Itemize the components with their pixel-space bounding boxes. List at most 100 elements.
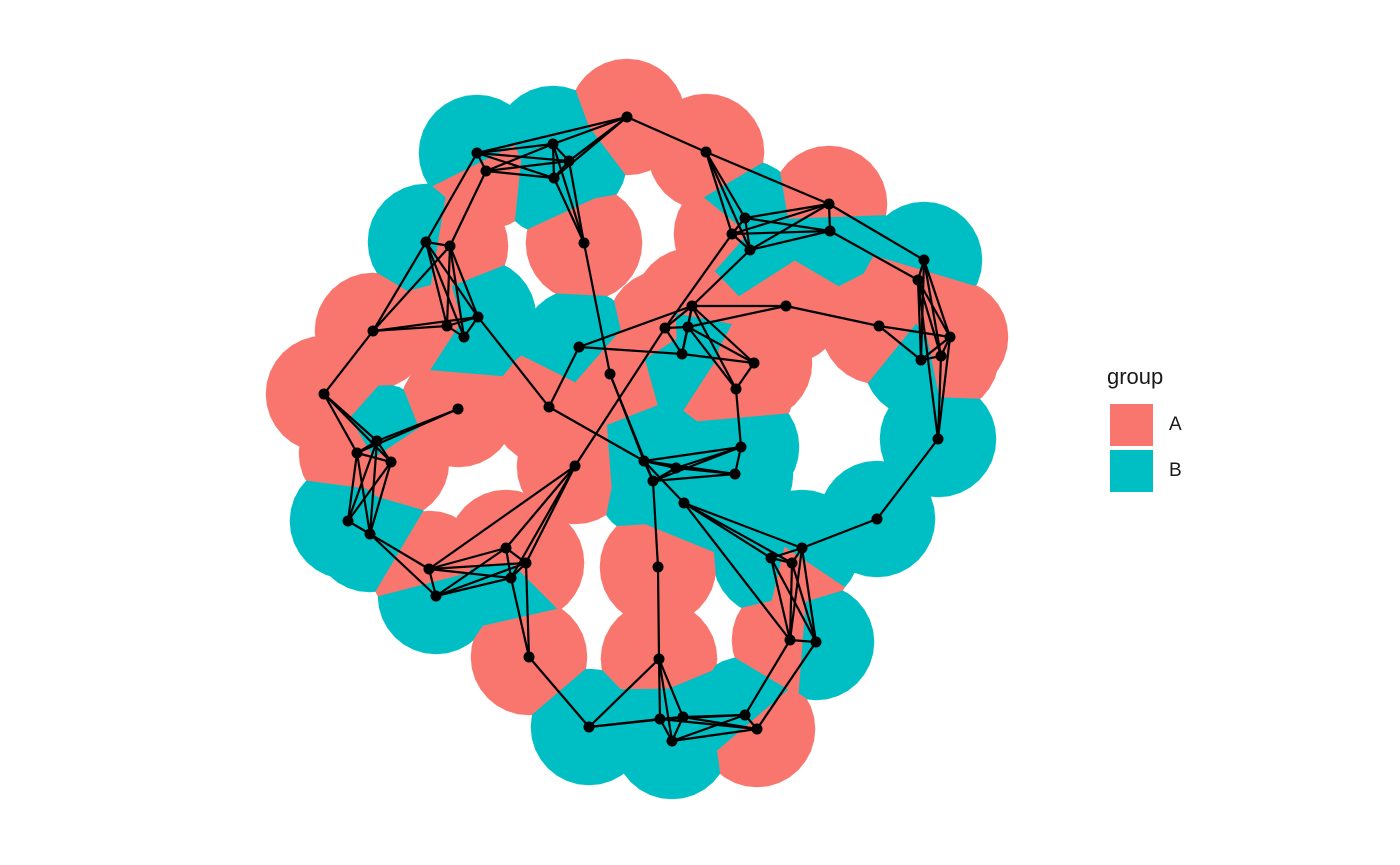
- edge: [788, 562, 794, 641]
- edge: [916, 279, 943, 357]
- edge: [683, 502, 791, 641]
- node: [472, 311, 484, 323]
- edge: [356, 451, 392, 464]
- node: [871, 513, 883, 525]
- node: [458, 331, 470, 343]
- edge: [323, 393, 392, 463]
- legend-key-a: [1110, 404, 1153, 446]
- edge: [878, 324, 951, 339]
- edge: [769, 557, 792, 641]
- cell-b: [530, 668, 628, 786]
- node: [654, 713, 666, 725]
- node: [796, 542, 808, 554]
- edge: [553, 177, 585, 244]
- node: [547, 138, 559, 150]
- edge: [744, 639, 791, 716]
- cell-b: [418, 94, 515, 187]
- edge: [476, 151, 570, 163]
- node: [670, 462, 682, 474]
- edge: [425, 241, 479, 318]
- edge: [691, 305, 755, 364]
- edge: [770, 557, 817, 643]
- legend-label-a: A: [1169, 414, 1182, 435]
- edge: [657, 658, 662, 720]
- edge: [878, 325, 922, 361]
- edge: [355, 452, 372, 535]
- edge: [424, 241, 449, 327]
- legend-item-a: A: [1107, 402, 1182, 448]
- node: [873, 320, 885, 332]
- edge: [749, 203, 830, 251]
- node: [420, 236, 432, 248]
- edge: [425, 152, 478, 243]
- edge: [428, 561, 527, 571]
- legend-item-b: B: [1107, 448, 1182, 494]
- node: [563, 155, 575, 167]
- node: [364, 528, 376, 540]
- node: [744, 244, 756, 256]
- edge: [548, 346, 580, 408]
- edge: [671, 727, 758, 743]
- edge: [372, 241, 427, 332]
- voronoi-cells: [265, 58, 1009, 800]
- edge: [675, 466, 736, 476]
- node: [780, 300, 792, 312]
- node: [915, 354, 927, 366]
- edge: [578, 345, 683, 356]
- node: [748, 357, 760, 369]
- legend-title: group: [1107, 364, 1164, 389]
- edge: [626, 115, 707, 154]
- node: [823, 198, 835, 210]
- node: [659, 322, 671, 334]
- edge: [509, 577, 531, 658]
- node: [500, 542, 512, 554]
- edge: [356, 407, 459, 455]
- edge: [435, 547, 507, 597]
- edge: [485, 159, 570, 173]
- node: [944, 331, 956, 343]
- node: [729, 468, 741, 480]
- cell-b: [349, 385, 420, 459]
- edge: [445, 245, 452, 327]
- edge: [687, 326, 755, 364]
- cell-b: [329, 496, 424, 593]
- node: [765, 552, 777, 564]
- node: [371, 435, 383, 447]
- node: [604, 368, 616, 380]
- edge: [551, 143, 556, 179]
- node: [682, 321, 694, 333]
- node: [444, 240, 456, 252]
- node: [573, 341, 585, 353]
- edge: [323, 330, 374, 395]
- edge: [936, 336, 952, 440]
- node: [653, 653, 665, 665]
- edge: [916, 279, 940, 440]
- node: [471, 147, 483, 159]
- edge: [749, 229, 831, 252]
- cell-b: [289, 480, 378, 577]
- edge: [652, 472, 736, 483]
- node: [686, 300, 698, 312]
- edge: [681, 352, 755, 365]
- edge: [372, 315, 479, 333]
- node: [520, 557, 532, 569]
- node: [730, 383, 742, 395]
- edge: [347, 461, 392, 522]
- node: [480, 165, 492, 177]
- edge: [548, 406, 645, 462]
- edge: [705, 151, 746, 219]
- edge: [435, 561, 527, 598]
- node: [700, 146, 712, 158]
- cell-b: [879, 397, 997, 498]
- node: [784, 634, 796, 646]
- node: [578, 237, 590, 249]
- node: [548, 172, 560, 184]
- node: [918, 254, 930, 266]
- node: [318, 388, 330, 400]
- edge: [920, 336, 951, 361]
- edge: [734, 388, 743, 448]
- node: [751, 723, 763, 735]
- edge: [657, 658, 685, 718]
- cell-b: [623, 726, 721, 800]
